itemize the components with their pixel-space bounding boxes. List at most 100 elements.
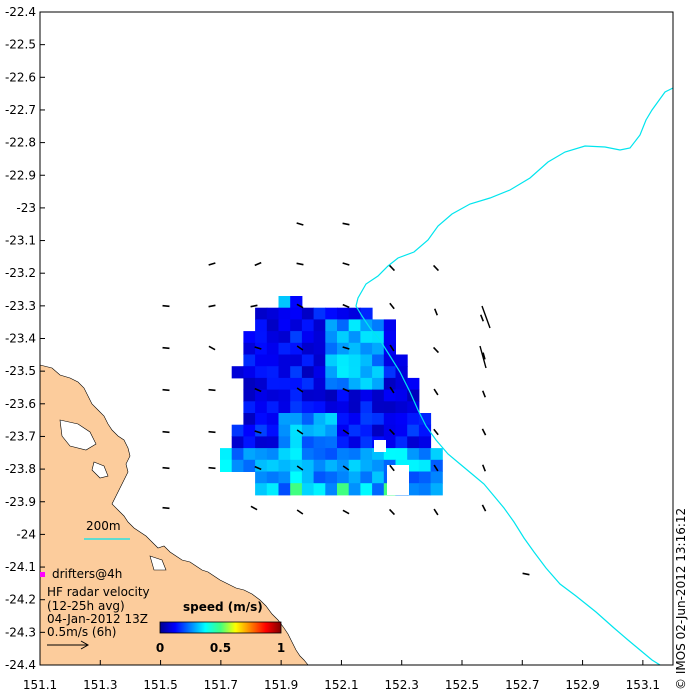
velocity-arrow xyxy=(481,390,487,398)
speed-cell xyxy=(348,331,361,344)
x-tick-label: 152.1 xyxy=(324,678,358,692)
speed-cell xyxy=(360,413,373,426)
speed-cell xyxy=(395,436,408,449)
x-tick-label: 152.7 xyxy=(505,678,539,692)
legend-date: 04-Jan-2012 13Z xyxy=(47,612,148,626)
x-axis: 151.1 151.3 151.5 151.7 151.9 152.1 152.3 152.5… xyxy=(23,660,660,692)
velocity-arrow xyxy=(432,264,440,272)
velocity-arrow xyxy=(388,264,396,272)
velocity-arrow xyxy=(296,465,304,471)
velocity-arrow xyxy=(296,509,304,515)
speed-cell xyxy=(255,424,268,437)
speed-cell xyxy=(325,401,338,414)
speed-cell xyxy=(290,471,303,484)
speed-cell xyxy=(325,354,338,367)
y-tick-label: -24 xyxy=(16,527,36,541)
speed-cell xyxy=(360,389,373,402)
speed-cell xyxy=(360,354,373,367)
speed-cell xyxy=(255,436,268,449)
speed-cell xyxy=(301,459,315,472)
speed-cell xyxy=(348,377,361,391)
legend-ref-label: 0.5m/s (6h) xyxy=(47,625,117,639)
speed-cell xyxy=(337,459,350,472)
speed-cell xyxy=(243,401,256,414)
speed-cell xyxy=(418,436,432,449)
speed-cell xyxy=(313,307,326,320)
speed-cell xyxy=(243,389,256,402)
speed-cell xyxy=(301,401,315,414)
speed-cell xyxy=(418,448,432,461)
velocity-arrow xyxy=(342,429,350,435)
speed-cell xyxy=(383,331,396,344)
speed-cell xyxy=(278,331,291,344)
x-tick-label: 151.3 xyxy=(83,678,117,692)
speed-cell xyxy=(290,354,303,367)
speed-cell xyxy=(255,483,268,496)
speed-cell xyxy=(266,319,279,332)
speed-cell xyxy=(407,471,420,484)
velocity-arrow xyxy=(389,464,395,472)
speed-cell xyxy=(278,354,291,367)
speed-cell xyxy=(301,483,315,496)
coastal-inlet xyxy=(149,555,167,571)
y-tick-label: -22.4 xyxy=(5,5,36,19)
speed-cell xyxy=(290,448,303,461)
x-tick-label: 151.9 xyxy=(264,678,298,692)
speed-cell xyxy=(313,342,326,355)
speed-cell xyxy=(407,401,420,414)
speed-cell xyxy=(337,389,350,402)
drifter-marker xyxy=(40,572,45,577)
coastal-inlet xyxy=(59,419,97,451)
speed-cell xyxy=(372,354,385,367)
speed-cell xyxy=(430,459,443,472)
speed-cell xyxy=(243,342,256,355)
speed-cell xyxy=(243,413,256,426)
speed-cell xyxy=(372,459,385,472)
speed-cell xyxy=(313,448,326,461)
speed-cell xyxy=(301,354,315,367)
speed-cell xyxy=(407,424,420,437)
colorbar-tick-label: 1 xyxy=(277,641,285,655)
speed-cell xyxy=(325,389,338,402)
velocity-arrow xyxy=(296,387,304,393)
speed-cell xyxy=(278,401,291,414)
speed-cell xyxy=(301,319,315,332)
speed-cell xyxy=(266,331,279,344)
speed-cell xyxy=(407,436,420,449)
speed-cell xyxy=(372,424,385,437)
speed-cell xyxy=(325,331,338,344)
speed-cell xyxy=(278,471,291,484)
speed-cell xyxy=(337,471,350,484)
velocity-arrow xyxy=(208,262,216,266)
speed-cell xyxy=(337,448,350,461)
speed-cell xyxy=(243,459,256,472)
speed-cell xyxy=(313,377,326,391)
speed-cell xyxy=(255,319,268,332)
velocity-arrow xyxy=(208,466,216,470)
velocity-arrow xyxy=(162,506,170,510)
velocity-arrow xyxy=(342,262,350,266)
velocity-arrow xyxy=(433,508,439,516)
speed-cell xyxy=(290,483,303,496)
velocity-arrow xyxy=(389,302,395,310)
speed-cell xyxy=(407,483,420,496)
velocity-arrow xyxy=(481,504,487,512)
speed-cell xyxy=(290,331,303,344)
speed-cell xyxy=(290,401,303,414)
speed-cell xyxy=(278,319,291,332)
colorbar-tick-label: 0.5 xyxy=(210,641,231,655)
x-tick-label: 152.9 xyxy=(565,678,599,692)
speed-cell xyxy=(313,319,326,332)
x-tick-label: 151.5 xyxy=(143,678,177,692)
speed-cell xyxy=(337,342,350,355)
velocity-arrow xyxy=(433,308,439,316)
speed-cell xyxy=(372,377,385,391)
speed-cell xyxy=(383,377,396,391)
speed-cell xyxy=(348,483,361,496)
speed-cell xyxy=(313,436,326,449)
speed-cell xyxy=(278,448,291,461)
y-tick-label: -24.1 xyxy=(5,560,36,574)
velocity-arrow xyxy=(296,262,304,266)
velocity-arrow xyxy=(162,346,170,350)
speed-cell xyxy=(313,424,326,437)
